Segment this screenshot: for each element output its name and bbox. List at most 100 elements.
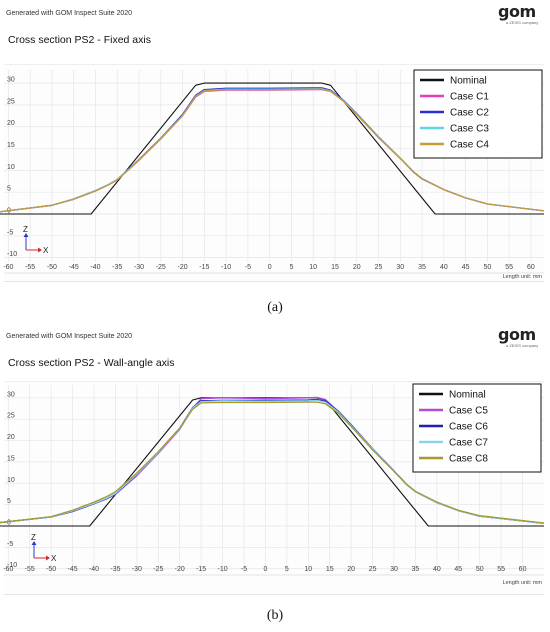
x-tick-label: 35 — [418, 264, 426, 271]
gom-logo: gom a ZEISS company — [498, 325, 542, 351]
legend-label: Case C5 — [449, 406, 488, 417]
x-tick-label: -40 — [90, 264, 100, 271]
legend-label: Nominal — [449, 390, 486, 401]
x-tick-label: -60 — [3, 566, 13, 573]
x-tick-label: 60 — [527, 264, 535, 271]
x-tick-label: -5 — [241, 566, 247, 573]
y-tick-label: -10 — [7, 562, 17, 569]
legend-label: Case C8 — [449, 454, 488, 465]
series-line-nominal — [0, 397, 544, 527]
y-tick-label: -10 — [7, 251, 17, 258]
x-tick-label: -25 — [153, 566, 163, 573]
x-tick-label: 60 — [519, 566, 527, 573]
axis-indicator-z-arrow — [23, 233, 29, 237]
chart-panel-b: Generated with GOM Inspect Suite 2020 go… — [0, 323, 550, 595]
legend-label: Case C3 — [450, 124, 489, 135]
x-tick-label: -5 — [245, 264, 251, 271]
x-tick-label: -30 — [134, 264, 144, 271]
x-tick-label: -50 — [47, 264, 57, 271]
legend-label: Case C6 — [449, 422, 488, 433]
logo-subtitle: a ZEISS company — [506, 20, 539, 25]
cross-section-chart-b: -60 -55 -50 -45 -40 -35 -30 -25 -20 -15 -10 -5 0 5 10 1… — [0, 383, 545, 586]
axis-indicator-x-label: X — [43, 246, 49, 255]
x-tick-label: 40 — [433, 566, 441, 573]
x-tick-label: 25 — [375, 264, 383, 271]
x-tick-label: 5 — [285, 566, 289, 573]
cross-section-chart-a: -60 -55 -50 -45 -40 -35 -30 -25 -20 -15 -10 -5 0 5 10 1… — [0, 69, 545, 280]
series-line-c4 — [0, 88, 545, 213]
series-line-nominal — [0, 82, 544, 215]
x-tick-label: -35 — [110, 566, 120, 573]
x-tick-label: 55 — [497, 566, 505, 573]
axis-indicator-z-label: Z — [31, 533, 36, 542]
y-tick-label: 25 — [7, 413, 15, 420]
x-tick-label: 45 — [462, 264, 470, 271]
x-tick-label: -40 — [89, 566, 99, 573]
y-tick-label: 5 — [7, 186, 11, 193]
x-tick-label: 35 — [412, 566, 420, 573]
x-tick-label: 10 — [304, 566, 312, 573]
y-tick-label: 30 — [7, 77, 15, 84]
x-tick-label: 25 — [369, 566, 377, 573]
x-tick-label: 15 — [331, 264, 339, 271]
series-line-c8 — [0, 401, 545, 524]
x-tick-label: -45 — [69, 264, 79, 271]
y-tick-label: -5 — [7, 229, 13, 236]
caption-a: (a) — [267, 300, 283, 315]
gom-logo: gom a ZEISS company — [498, 2, 542, 28]
caption-b: (b) — [266, 608, 284, 623]
x-tick-label: 5 — [289, 264, 293, 271]
x-tick-label: 55 — [505, 264, 513, 271]
x-tick-label: 40 — [440, 264, 448, 271]
legend-label: Case C2 — [450, 108, 489, 119]
y-tick-label: -5 — [7, 541, 13, 548]
y-tick-label: 20 — [7, 120, 15, 127]
x-tick-label: -45 — [68, 566, 78, 573]
chart-title: Cross section PS2 - Fixed axis — [8, 34, 151, 46]
length-unit-label: Length unit: mm — [503, 580, 543, 586]
y-tick-label: 0 — [7, 520, 11, 527]
logo-wordmark: gom — [498, 2, 536, 21]
x-tick-label: -15 — [196, 566, 206, 573]
x-tick-label: 30 — [390, 566, 398, 573]
legend-label: Nominal — [450, 76, 487, 87]
y-tick-label: 5 — [7, 498, 11, 505]
logo-wordmark: gom — [498, 325, 536, 344]
x-tick-label: -35 — [112, 264, 122, 271]
generated-note: Generated with GOM Inspect Suite 2020 — [6, 10, 133, 17]
x-tick-label: -20 — [175, 566, 185, 573]
x-tick-label: -30 — [132, 566, 142, 573]
y-tick-label: 25 — [7, 98, 15, 105]
x-tick-label: -60 — [3, 264, 13, 271]
axis-indicator-x-label: X — [51, 554, 57, 563]
x-tick-label: 30 — [396, 264, 404, 271]
axis-indicator-z-label: Z — [23, 225, 28, 234]
length-unit-label: Length unit: mm — [503, 274, 543, 280]
x-tick-label: 20 — [347, 566, 355, 573]
x-tick-label: 0 — [268, 264, 272, 271]
x-tick-label: 50 — [476, 566, 484, 573]
chart-panel-a: Generated with GOM Inspect Suite 2020 go… — [0, 0, 550, 282]
x-tick-label: -55 — [25, 264, 35, 271]
x-tick-label: -15 — [199, 264, 209, 271]
x-tick-label: 20 — [353, 264, 361, 271]
y-tick-label: 20 — [7, 434, 15, 441]
x-tick-label: 10 — [309, 264, 317, 271]
y-tick-label: 15 — [7, 455, 15, 462]
x-tick-label: -10 — [221, 264, 231, 271]
legend-label: Case C7 — [449, 438, 488, 449]
axis-indicator-x-arrow — [38, 247, 42, 253]
x-tick-label: 45 — [454, 566, 462, 573]
y-tick-label: 15 — [7, 142, 15, 149]
x-tick-label: 0 — [263, 566, 267, 573]
x-tick-label: -50 — [46, 566, 56, 573]
chart-title: Cross section PS2 - Wall-angle axis — [8, 357, 175, 369]
y-tick-label: 30 — [7, 391, 15, 398]
x-tick-label: -25 — [156, 264, 166, 271]
x-tick-label: -55 — [25, 566, 35, 573]
logo-subtitle: a ZEISS company — [506, 343, 539, 348]
x-tick-label: 50 — [483, 264, 491, 271]
x-tick-label: -20 — [177, 264, 187, 271]
x-tick-label: 15 — [326, 566, 334, 573]
legend-label: Case C4 — [450, 140, 489, 151]
